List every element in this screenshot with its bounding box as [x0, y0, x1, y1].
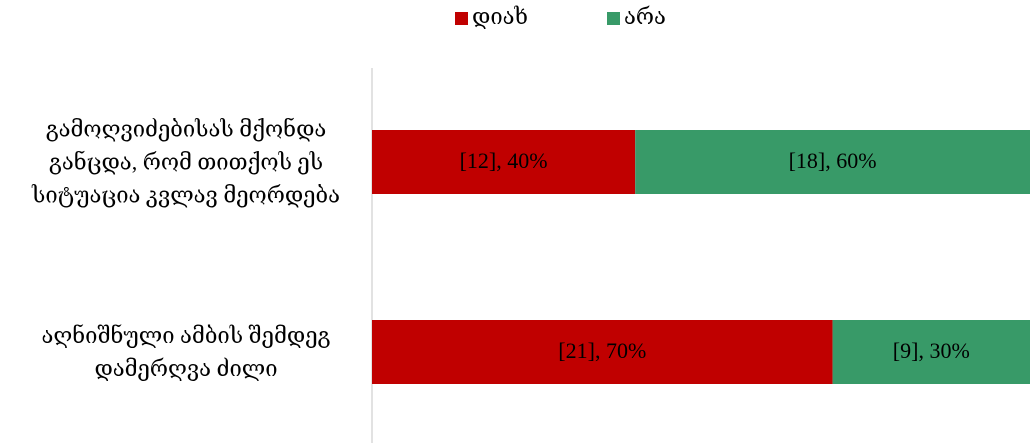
bar-segment [372, 320, 833, 384]
value-label: [12], 40% [460, 148, 548, 173]
legend-label: არა [624, 4, 666, 29]
bar-segment [372, 130, 636, 194]
category-label: აღნიშნული ამბის შემდეგ დამერღვა ძილი [41, 323, 331, 381]
bar-segment [635, 130, 1030, 194]
legend-swatch [455, 12, 468, 25]
value-label: [9], 30% [893, 338, 970, 363]
legend-swatch [607, 12, 620, 25]
category-label: გამოღვიძებისას მქონდა განცდა, რომ თითქოს… [32, 116, 340, 208]
legend-label: დიახ [472, 4, 528, 29]
value-label: [18], 60% [789, 148, 877, 173]
value-label: [21], 70% [558, 338, 646, 363]
bar-segment [832, 320, 1030, 384]
